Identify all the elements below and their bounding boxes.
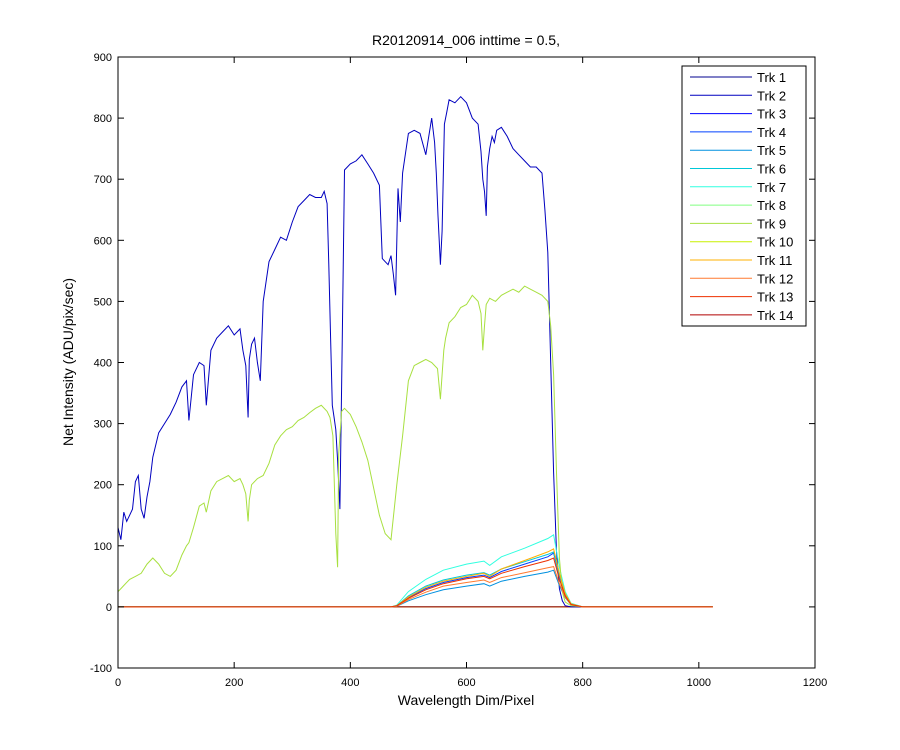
series-line-trk-12 [118, 566, 713, 608]
y-axis-label: Net Intensity (ADU/pix/sec) [60, 278, 76, 446]
legend-label-trk-14: Trk 14 [757, 308, 793, 323]
legend-label-trk-5: Trk 5 [757, 143, 786, 158]
y-tick-label: -100 [90, 663, 112, 675]
legend-label-trk-2: Trk 2 [757, 88, 786, 103]
axis-ticks: 0 200 400 600 800 1000 1200-100010020030040050… [90, 52, 827, 689]
series-line-trk-11 [118, 548, 713, 608]
legend-label-trk-10: Trk 10 [757, 235, 793, 250]
y-tick-label: 200 [94, 480, 112, 492]
x-tick-label: 1200 [803, 677, 827, 689]
x-tick-label: 400 [341, 677, 359, 689]
x-tick-label: 600 [457, 677, 475, 689]
x-tick-label: 800 [573, 677, 591, 689]
y-tick-label: 100 [94, 541, 112, 553]
legend-label-trk-8: Trk 8 [757, 198, 786, 213]
legend-label-trk-11: Trk 11 [757, 253, 792, 268]
legend-items: Trk 1 Trk 2 Trk 3 Trk 4 Trk 5 Trk 6 Trk 7 Trk 8… [690, 70, 793, 323]
legend-label-trk-9: Trk 9 [757, 216, 786, 231]
series-line-trk-7 [118, 533, 713, 608]
y-tick-label: 900 [94, 52, 112, 64]
x-tick-label: 0 [115, 677, 121, 689]
legend-label-trk-4: Trk 4 [757, 125, 786, 140]
legend-label-trk-12: Trk 12 [757, 271, 793, 286]
series-line-trk-9 [117, 285, 713, 608]
legend-label-trk-13: Trk 13 [757, 290, 793, 305]
y-tick-label: 300 [94, 419, 112, 431]
chart-title: R20120914_006 inttime = 0.5, [372, 32, 560, 48]
legend: Trk 1 Trk 2 Trk 3 Trk 4 Trk 5 Trk 6 Trk 7 Trk 8… [681, 65, 807, 327]
series-line-trk-13 [118, 557, 713, 608]
y-tick-label: 600 [94, 235, 112, 247]
legend-label-trk-6: Trk 6 [757, 162, 786, 177]
y-tick-label: 800 [94, 113, 112, 125]
y-tick-label: 400 [94, 358, 112, 370]
y-tick-label: 700 [94, 174, 112, 186]
legend-label-trk-1: Trk 1 [757, 70, 786, 85]
x-tick-label: 1000 [687, 677, 711, 689]
series-lines [117, 95, 713, 608]
y-tick-label: 0 [106, 602, 112, 614]
series-line-trk-2 [117, 95, 713, 608]
y-tick-label: 500 [94, 296, 112, 308]
x-tick-label: 200 [225, 677, 243, 689]
x-axis-label: Wavelength Dim/Pixel [398, 692, 534, 708]
legend-label-trk-7: Trk 7 [757, 180, 786, 195]
legend-label-trk-3: Trk 3 [757, 107, 786, 122]
legend-box [681, 65, 807, 327]
